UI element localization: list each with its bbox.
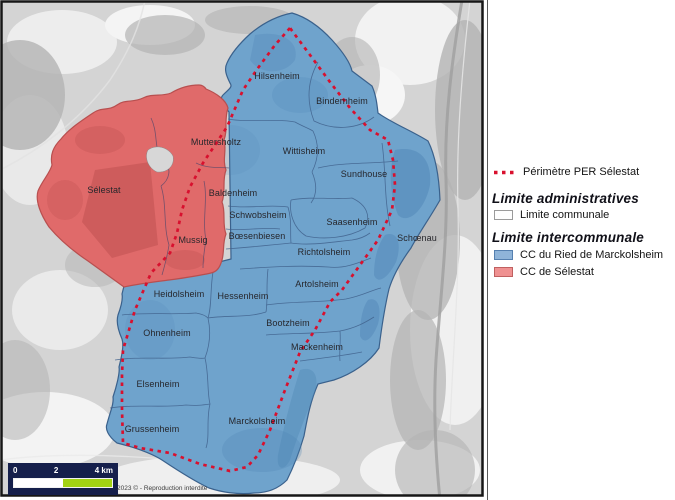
legend-item-communale: Limite communale — [488, 209, 609, 221]
legend-label-cc-selestat: CC de Sélestat — [520, 266, 594, 278]
cc-selestat-region — [36, 84, 230, 288]
cc-selestat-swatch-icon — [494, 267, 513, 277]
legend-label-communale: Limite communale — [520, 209, 610, 221]
cc-ried-region — [105, 12, 441, 495]
ehnwihr-notch — [146, 146, 174, 173]
cc-ried-swatch-icon — [494, 250, 513, 260]
commune-borders-ried — [109, 61, 399, 449]
scale-bar: 0 2 4 km — [8, 463, 118, 495]
red-dash-icon — [494, 170, 516, 174]
per-perimeter-line — [120, 26, 397, 473]
scale-bar-ruler — [13, 478, 113, 488]
scale-tick-0: 0 — [13, 466, 18, 475]
legend-label-cc-ried: CC du Ried de Marckolsheim — [520, 249, 664, 261]
map-canvas — [0, 0, 484, 497]
copyright-text: 2023 © - Reproduction interdite — [117, 485, 208, 492]
legend-item-cc-ried: CC du Ried de Marckolsheim — [488, 249, 663, 261]
scale-tick-4: 4 km — [94, 466, 113, 475]
scale-tick-2: 2 — [53, 466, 59, 475]
legend-panel: Périmètre PER Sélestat Limite administra… — [487, 0, 674, 500]
map-panel: Hilsenheim Bindernheim Muttersholtz Wittish… — [0, 0, 484, 497]
legend-label-perimeter: Périmètre PER Sélestat — [523, 166, 640, 178]
communal-swatch-icon — [494, 210, 513, 220]
map-frame — [0, 0, 484, 497]
legend-item-perimeter: Périmètre PER Sélestat — [488, 166, 639, 178]
legend-heading-admin: Limite administratives — [492, 191, 639, 206]
legend-item-cc-selestat: CC de Sélestat — [488, 266, 594, 278]
rhine-line — [433, 2, 464, 495]
legend-heading-intercommunal: Limite intercommunale — [492, 230, 644, 245]
